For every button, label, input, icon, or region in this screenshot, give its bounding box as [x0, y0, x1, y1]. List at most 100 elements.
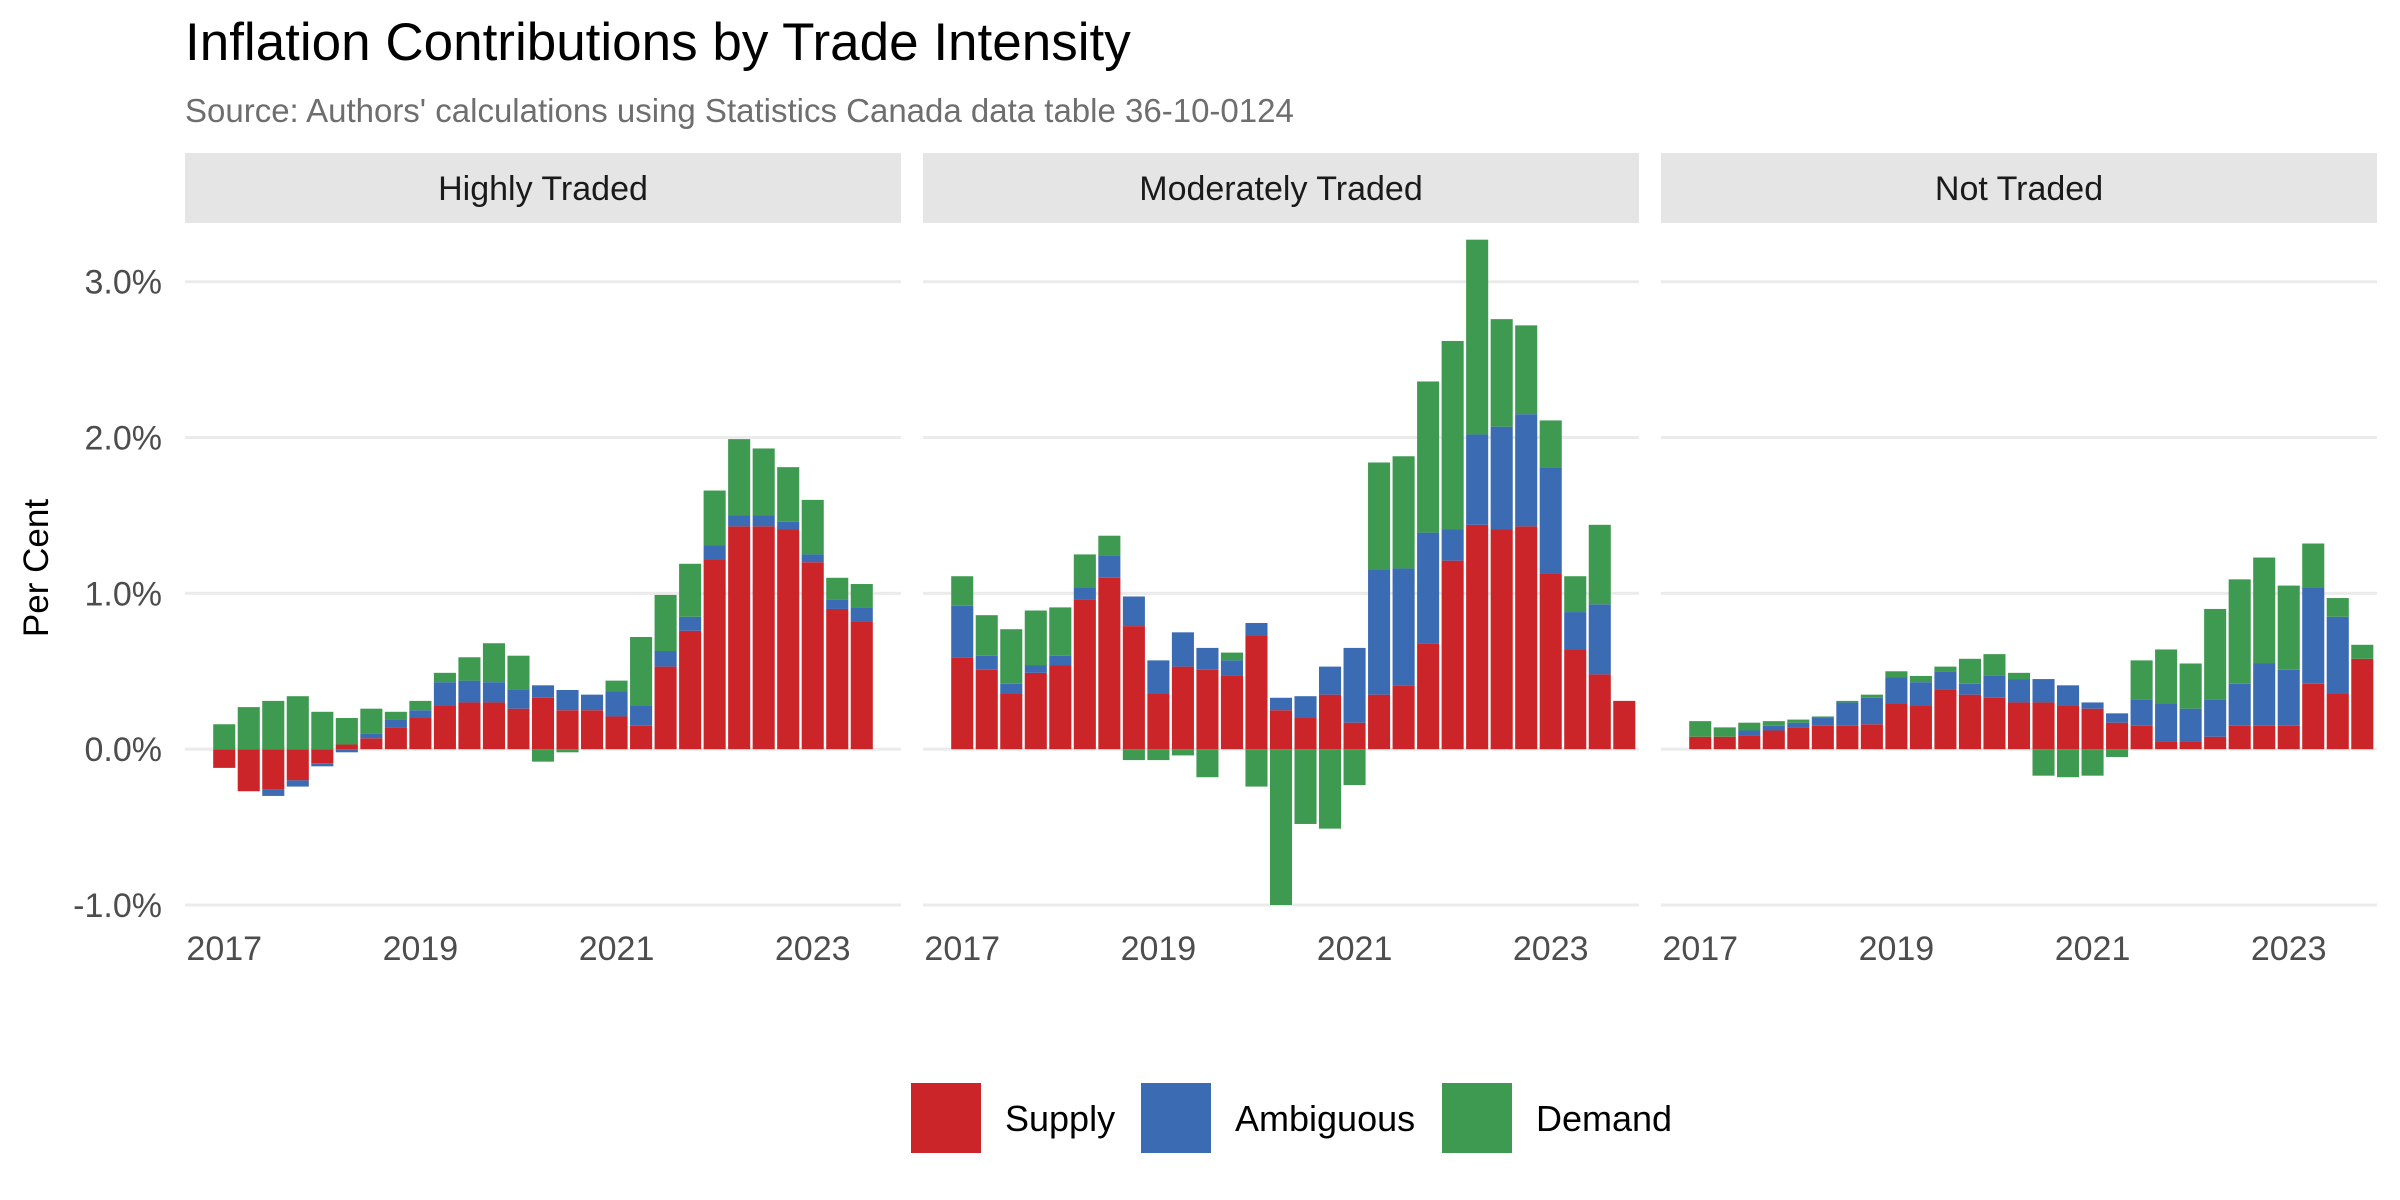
bar-supply — [1490, 529, 1513, 750]
bar-supply — [2057, 705, 2080, 750]
bar-supply — [1564, 649, 1587, 750]
bar-ambiguous — [1885, 677, 1908, 704]
bar-supply — [1885, 704, 1908, 750]
bar-demand — [1392, 456, 1415, 569]
bar-ambiguous — [2032, 679, 2055, 703]
strip-background — [185, 153, 901, 223]
bar-supply — [1220, 675, 1243, 750]
bar-demand — [1024, 610, 1047, 666]
bar-demand — [1269, 749, 1293, 905]
bar-supply — [1958, 694, 1981, 750]
bar-supply — [850, 621, 873, 750]
bar-ambiguous — [1368, 570, 1391, 695]
bar-supply — [433, 705, 456, 750]
y-tick-label: -1.0% — [73, 887, 162, 925]
bar-ambiguous — [311, 763, 334, 767]
bar-supply — [752, 526, 775, 750]
bar-ambiguous — [1983, 675, 2006, 698]
bar-ambiguous — [2277, 669, 2300, 726]
bar-supply — [2081, 708, 2104, 750]
legend-label-demand: Demand — [1536, 1098, 1672, 1139]
bar-supply — [1836, 725, 1859, 750]
legend-key-ambiguous — [1141, 1083, 1211, 1153]
bar-demand — [433, 672, 456, 683]
bar-ambiguous — [1490, 426, 1513, 530]
bar-demand — [2253, 557, 2276, 664]
bar-ambiguous — [2302, 587, 2325, 684]
panel-highly-traded: Highly Traded 2017 2019 2021 2023 — [185, 153, 901, 968]
bar-ambiguous — [1319, 666, 1342, 695]
y-tick-label: 0.0% — [85, 731, 163, 769]
bar-demand — [409, 700, 432, 711]
bar-ambiguous — [1220, 660, 1243, 676]
bar-demand — [951, 576, 974, 606]
y-axis-ticks: -1.0% 0.0% 1.0% 2.0% 3.0% — [73, 264, 162, 925]
bar-demand — [286, 696, 309, 750]
x-tick-label: 2017 — [924, 930, 1000, 968]
bar-supply — [1738, 735, 1761, 750]
bar-demand — [1245, 749, 1268, 787]
bar-supply — [1713, 736, 1736, 750]
x-tick-label: 2023 — [2251, 930, 2327, 968]
bar-demand — [2032, 749, 2055, 776]
bar-ambiguous — [2179, 708, 2202, 742]
bar-supply — [2302, 683, 2325, 750]
bar-demand — [1738, 722, 1761, 731]
bar-demand — [1073, 554, 1096, 588]
bar-supply — [2228, 725, 2251, 750]
bar-ambiguous — [2130, 699, 2153, 726]
bar-ambiguous — [286, 780, 309, 787]
bar-demand — [850, 584, 873, 608]
bar-ambiguous — [2326, 616, 2349, 694]
bar-supply — [2253, 725, 2276, 750]
bar-ambiguous — [1147, 660, 1170, 694]
bar-demand — [1515, 325, 1538, 415]
bar-supply — [1269, 710, 1293, 750]
bar-ambiguous — [679, 616, 702, 631]
bar-supply — [1049, 665, 1072, 750]
bar-demand — [262, 700, 285, 750]
bar-ambiguous — [826, 599, 849, 609]
bar-supply — [1613, 700, 1636, 750]
bar-supply — [1689, 736, 1712, 750]
legend-key-demand — [1442, 1083, 1512, 1153]
bar-supply — [262, 749, 285, 790]
bar-demand — [1713, 727, 1736, 737]
bar-supply — [1000, 693, 1023, 750]
bar-demand — [1958, 658, 1981, 684]
bar-ambiguous — [2228, 683, 2251, 726]
chart-subtitle: Source: Authors' calculations using Stat… — [185, 92, 1294, 129]
x-tick-label: 2017 — [186, 930, 262, 968]
bar-ambiguous — [1860, 697, 1883, 725]
bar-ambiguous — [2253, 663, 2276, 726]
bar-supply — [2032, 702, 2055, 750]
bar-supply — [2179, 741, 2202, 750]
bar-demand — [1934, 666, 1957, 672]
bar-supply — [1441, 560, 1464, 750]
bar-supply — [384, 727, 407, 750]
legend-label-supply: Supply — [1005, 1098, 1115, 1139]
bar-demand — [2179, 663, 2202, 709]
bar-ambiguous — [2007, 679, 2031, 703]
bar-demand — [2007, 672, 2031, 680]
bar-ambiguous — [433, 682, 456, 706]
bar-supply — [1909, 705, 1932, 750]
bar-supply — [1368, 694, 1391, 750]
bar-demand — [1000, 629, 1023, 684]
bar-supply — [975, 669, 998, 750]
bar-ambiguous — [654, 651, 677, 667]
bar-demand — [2106, 749, 2129, 757]
strip-label: Not Traded — [1935, 170, 2103, 208]
bar-supply — [360, 738, 383, 750]
x-tick-label: 2021 — [579, 930, 655, 968]
bar-supply — [1588, 674, 1611, 750]
bar-supply — [2351, 658, 2374, 750]
bar-supply — [458, 702, 481, 750]
bar-ambiguous — [975, 655, 998, 670]
y-tick-label: 3.0% — [85, 264, 163, 302]
bar-demand — [213, 724, 236, 750]
bar-supply — [1171, 666, 1194, 750]
bar-ambiguous — [2155, 704, 2178, 742]
bar-demand — [1147, 749, 1170, 761]
